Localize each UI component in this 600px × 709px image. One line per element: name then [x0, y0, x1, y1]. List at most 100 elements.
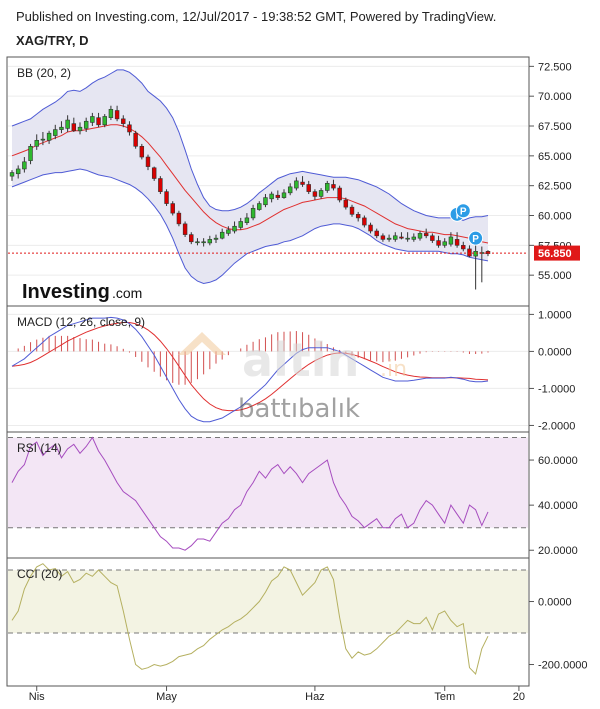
rsi-tick-label: 40.0000	[538, 500, 578, 512]
candle	[108, 105, 114, 121]
candle-body	[22, 161, 27, 170]
candle-body	[133, 132, 138, 147]
candle	[182, 221, 188, 237]
macd-axis: 1.0000 0.0000 -1.0000 -2.0000	[529, 309, 575, 432]
macd-tick-label: 0.0000	[538, 346, 572, 358]
candle-body	[207, 239, 213, 244]
event-marker-label: P	[460, 207, 467, 218]
candle-body	[423, 233, 429, 237]
candle-body	[114, 110, 120, 120]
candle	[306, 180, 311, 195]
rsi-title: RSI (14)	[17, 441, 62, 455]
candle	[448, 232, 454, 247]
candle-body	[318, 190, 324, 197]
candle	[59, 121, 64, 134]
candle-body	[213, 237, 219, 240]
candle	[164, 189, 169, 206]
candle-body	[83, 120, 89, 129]
watermark-primary: altin	[242, 333, 359, 387]
candle-body	[65, 119, 70, 129]
candle-body	[158, 178, 163, 192]
candle-body	[40, 138, 46, 141]
candle	[337, 185, 342, 203]
candle-body	[226, 229, 231, 234]
candle-body	[139, 145, 145, 158]
watermark: altin .in battıbalık	[178, 332, 407, 424]
event-marker-label: P	[472, 234, 479, 245]
rsi-band-fill	[8, 437, 528, 528]
bb-title: BB (20, 2)	[17, 66, 71, 80]
candle	[102, 114, 107, 128]
candle	[158, 176, 163, 195]
macd-histogram	[17, 331, 489, 385]
candle-body	[442, 241, 447, 246]
macd-tick-label: -2.0000	[538, 420, 575, 432]
candle-body	[405, 237, 410, 240]
candle-body	[294, 180, 299, 189]
candle	[176, 210, 182, 227]
candle-body	[362, 217, 367, 226]
candle	[219, 228, 225, 240]
candle	[133, 130, 138, 149]
candle	[71, 117, 77, 132]
candle	[349, 204, 355, 217]
candle	[207, 235, 213, 246]
candle-body	[28, 145, 33, 161]
candle-body	[473, 251, 478, 257]
candle	[287, 183, 293, 196]
candle-body	[238, 221, 243, 228]
candle	[331, 179, 336, 191]
candle-body	[374, 230, 379, 237]
candle	[399, 232, 404, 240]
candle	[300, 176, 305, 187]
time-tick-label: Tem	[434, 691, 455, 703]
candle-body	[436, 240, 441, 246]
candle	[121, 115, 126, 128]
candle	[430, 233, 435, 243]
candle-body	[454, 239, 460, 246]
candle-body	[417, 233, 423, 239]
candle-body	[325, 182, 330, 191]
candle-body	[349, 206, 355, 215]
candle-body	[34, 140, 39, 147]
event-markers: I PP	[449, 203, 484, 246]
candle-body	[182, 223, 188, 235]
candle-body	[151, 167, 157, 179]
candle-body	[176, 212, 182, 225]
cci-title: CCI (20)	[17, 567, 62, 581]
watermark-secondary: battıbalık	[238, 394, 360, 424]
candle	[151, 166, 157, 181]
candle	[467, 245, 472, 258]
bollinger-upper-line	[11, 69, 489, 221]
macd-tick-label: -1.0000	[538, 383, 575, 395]
symbol-title: XAG/TRY, D	[16, 33, 89, 48]
candle	[461, 241, 466, 252]
event-marker: P	[468, 230, 484, 246]
candle	[325, 180, 330, 193]
candle	[201, 238, 206, 247]
candle-body	[430, 235, 435, 241]
price-tick-label: 62.500	[538, 181, 572, 193]
candle-body	[53, 129, 58, 136]
price-tick-label: 72.500	[538, 61, 572, 73]
candle-body	[244, 217, 250, 223]
candle-body	[164, 191, 169, 204]
candle-body	[46, 132, 52, 141]
candle-body	[368, 224, 373, 232]
candle	[77, 122, 83, 135]
time-tick-label: Nis	[29, 691, 45, 703]
candle	[312, 189, 318, 200]
candle	[454, 232, 460, 248]
candle-body	[448, 236, 454, 245]
cci-panel-frame	[6, 557, 530, 687]
last-price-badge	[534, 245, 580, 261]
candle-body	[257, 203, 262, 210]
candle	[34, 134, 39, 150]
rsi-tick-label: 20.0000	[538, 545, 578, 557]
rsi-grid	[8, 437, 528, 529]
candle	[442, 238, 447, 248]
candle-body	[201, 241, 206, 244]
candle	[257, 201, 262, 211]
candle-body	[77, 126, 83, 132]
